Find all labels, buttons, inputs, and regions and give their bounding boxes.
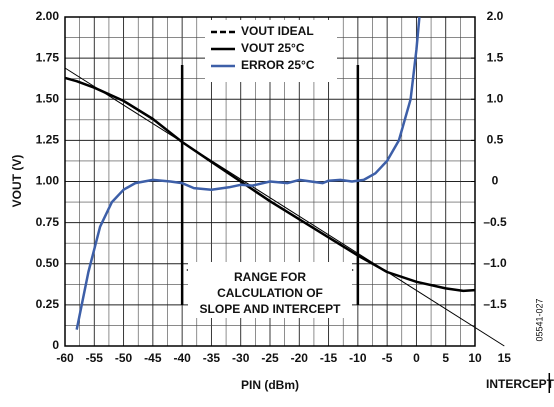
x-tick-label: -45 [144, 351, 162, 365]
figure-id: 05541-027 [534, 298, 544, 341]
y2-tick-label: 1.0 [487, 91, 504, 105]
x-tick-label: -10 [349, 351, 367, 365]
series-line [64, 76, 476, 293]
y2-tick-label: –0.5 [483, 215, 507, 229]
x-tick-label: -60 [56, 351, 74, 365]
y2-tick-label: –1.0 [483, 256, 507, 270]
range-label: SLOPE AND INTERCEPT [200, 302, 342, 316]
x-tick-label: 5 [442, 351, 449, 365]
x-tick-label: -25 [261, 351, 279, 365]
y-tick-label: 1.50 [36, 91, 60, 105]
legend-label: ERROR 25°C [241, 58, 315, 72]
y-tick-label: 1.75 [36, 50, 60, 64]
y-tick-label: 0 [52, 338, 59, 352]
x-tick-label: -35 [203, 351, 221, 365]
y-tick-label: 0.50 [36, 256, 60, 270]
y-tick-label: 0.25 [36, 297, 60, 311]
x-tick-label: -55 [86, 351, 104, 365]
y2-tick-label: –1.5 [483, 297, 507, 311]
y2-tick-label: 1.5 [487, 50, 504, 64]
intercept-tick-label: 15 [498, 351, 512, 365]
range-label-bg [188, 262, 352, 318]
x-tick-label: 0 [413, 351, 420, 365]
x-axis-title: PIN (dBm) [241, 378, 299, 392]
x-tick-label: -20 [291, 351, 309, 365]
x-tick-label: -5 [382, 351, 393, 365]
series-line [75, 16, 421, 330]
y-tick-label: 0.75 [36, 215, 60, 229]
range-label: RANGE FOR [234, 270, 306, 284]
series-line [64, 67, 505, 347]
y2-tick-label: 2.0 [487, 9, 504, 23]
y-axis-title: VOUT (V) [10, 155, 24, 208]
x-tick-label: -30 [232, 351, 250, 365]
intercept-label: INTERCEPT [486, 377, 554, 391]
legend-label: VOUT IDEAL [241, 24, 314, 38]
x-tick-label: -15 [320, 351, 338, 365]
y-tick-label: 1.00 [36, 174, 60, 188]
legend-label: VOUT 25°C [241, 41, 305, 55]
range-label: CALCULATION OF [217, 286, 323, 300]
x-tick-label: -50 [115, 351, 133, 365]
y2-tick-label: 0 [492, 174, 499, 188]
x-tick-label: 10 [468, 351, 482, 365]
y-tick-label: 1.25 [36, 133, 60, 147]
legend-box [205, 20, 337, 82]
y-tick-label: 2.00 [36, 9, 60, 23]
x-tick-label: -40 [173, 351, 191, 365]
y2-tick-label: 0.5 [487, 133, 504, 147]
